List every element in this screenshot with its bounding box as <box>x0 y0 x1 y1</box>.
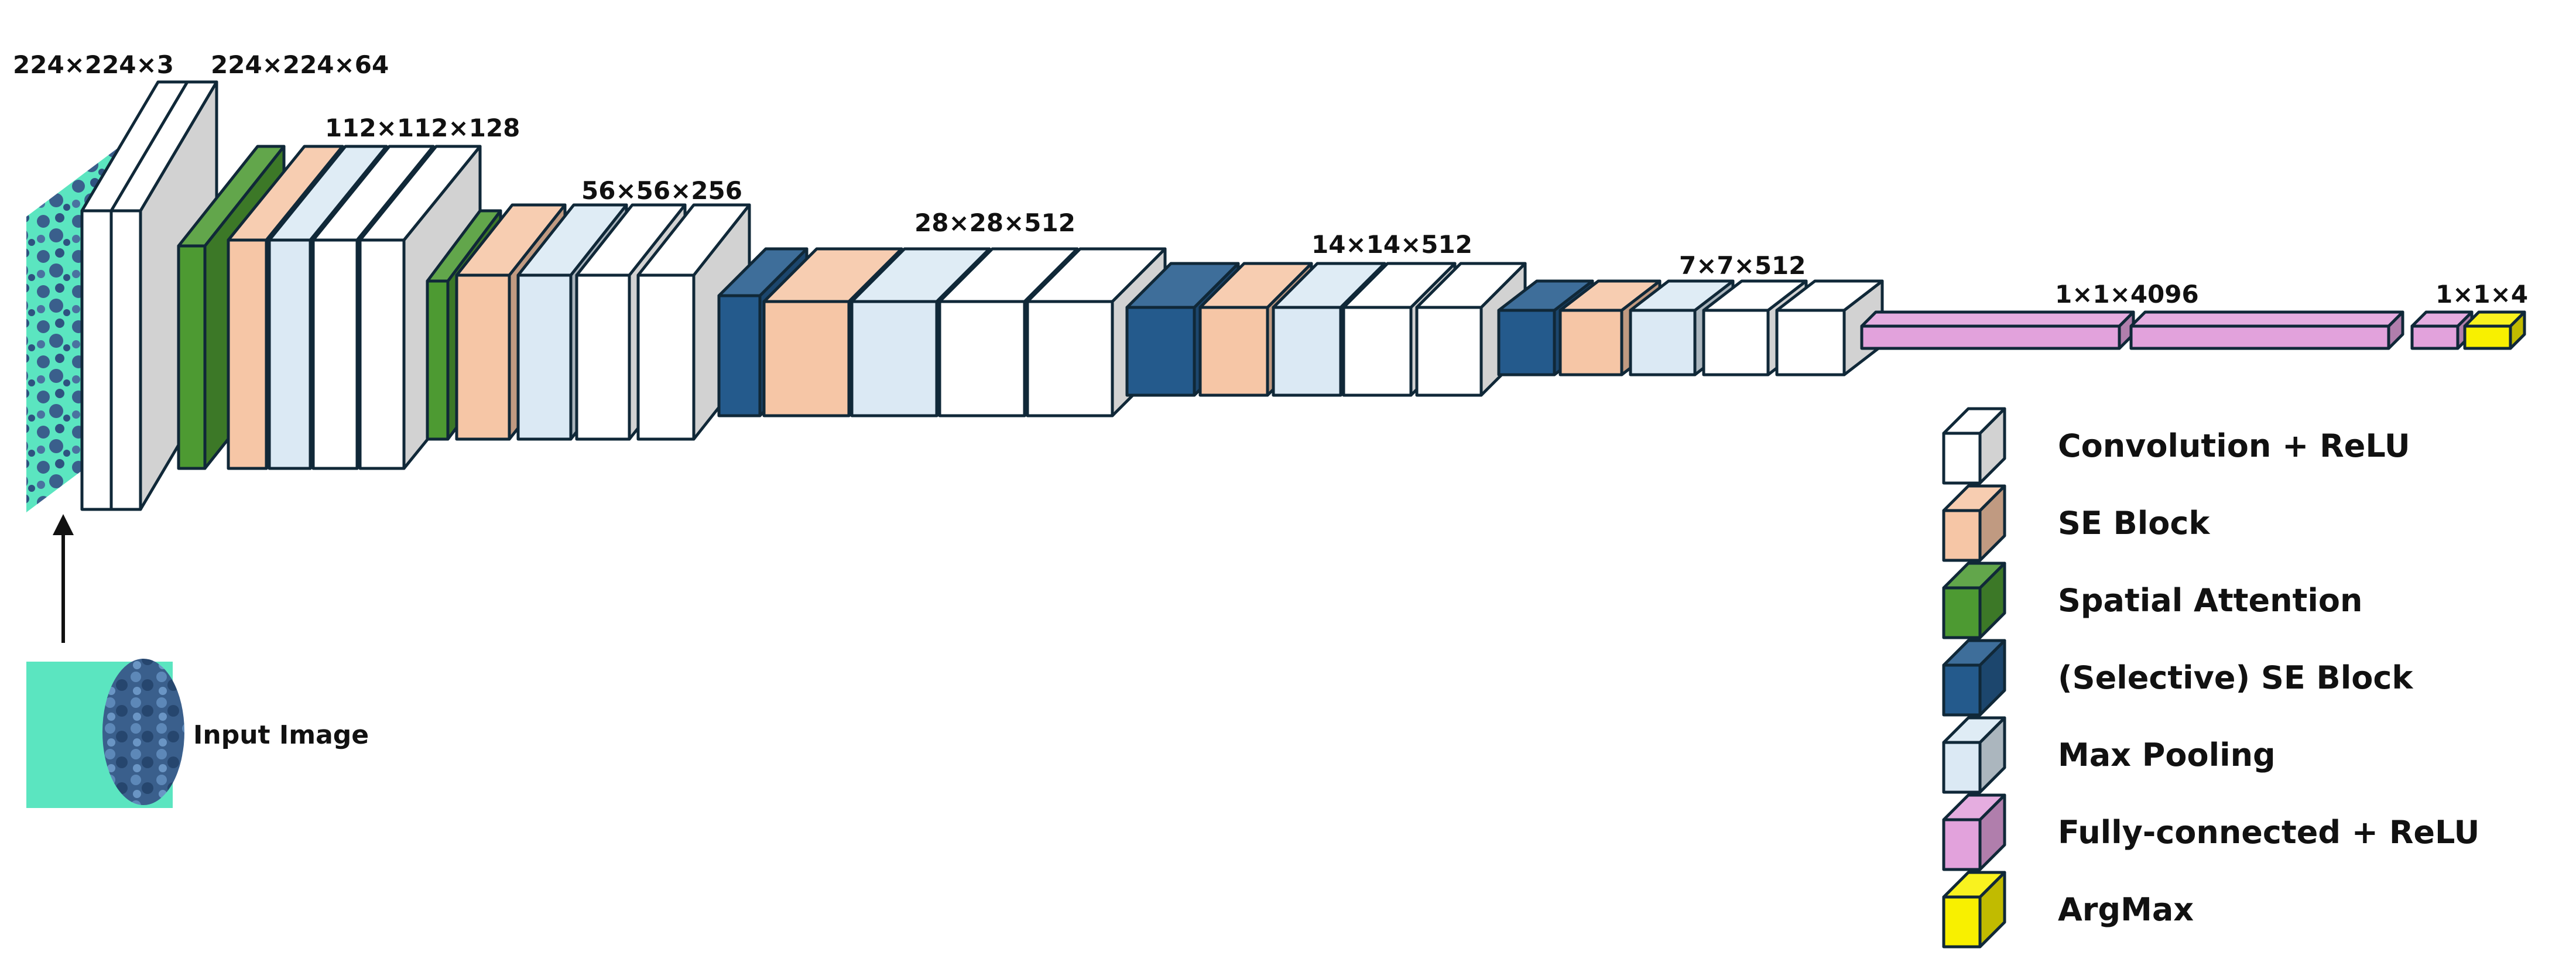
layer-block-13-selective-se-front <box>717 294 762 417</box>
layer-block-6-conv-front <box>311 238 359 470</box>
dim-label-stage3: 56×56×256 <box>581 176 742 205</box>
legend-icon-pool <box>1942 716 2006 794</box>
dim-label-stage2: 112×112×128 <box>325 114 520 142</box>
legend-icon-pool-front <box>1942 741 1982 794</box>
legend-icon-fc <box>1942 793 2006 871</box>
layer-block-2-conv-front <box>109 209 142 511</box>
dim-label-fc: 1×1×4096 <box>2055 280 2199 309</box>
layer-block-30-fc <box>2410 310 2474 350</box>
legend-icon-fc-front <box>1942 818 1982 871</box>
layer-block-9-se-front <box>455 273 511 441</box>
layer-block-28-fc-front <box>1860 324 2121 350</box>
layer-block-12-conv-front <box>636 273 696 441</box>
layer-block-29-fc-top <box>2129 310 2404 328</box>
layer-block-24-se-front <box>1558 309 1623 376</box>
dim-label-stage1: 224×224×64 <box>211 50 389 79</box>
legend-label-conv: Convolution + ReLU <box>2058 427 2410 464</box>
layer-block-28-fc-top <box>1860 310 2135 328</box>
layer-block-18-selective-se-front <box>1125 306 1196 397</box>
layer-block-4-se-front <box>227 238 268 470</box>
layer-block-21-conv-front <box>1342 306 1413 397</box>
legend-label-se: SE Block <box>2058 505 2210 542</box>
legend-icon-selective-se-front <box>1942 663 1982 717</box>
layer-block-7-conv-front <box>358 238 406 470</box>
layer-block-10-pool-front <box>516 273 573 441</box>
layer-block-17-conv-front <box>1026 300 1114 417</box>
legend-icon-selective-se <box>1942 639 2006 717</box>
dim-label-input: 224×224×3 <box>13 50 174 79</box>
dim-label-stage4: 28×28×512 <box>914 208 1075 237</box>
legend-icon-spatial-front <box>1942 586 1982 639</box>
layer-block-5-pool-front <box>268 238 312 470</box>
layer-block-3-spatial-front <box>177 244 207 470</box>
layer-block-15-pool-front <box>850 300 938 417</box>
legend-icon-argmax-front <box>1942 895 1982 949</box>
layer-block-20-pool-front <box>1272 306 1342 397</box>
layer-block-19-se-front <box>1198 306 1269 397</box>
layer-block-23-selective-se-front <box>1497 309 1556 376</box>
layer-block-31-argmax-front <box>2463 324 2512 350</box>
legend-label-fc: Fully-connected + ReLU <box>2058 814 2479 851</box>
input-image-label: Input Image <box>193 720 369 750</box>
legend-label-spatial: Spatial Attention <box>2058 582 2362 619</box>
dim-label-output: 1×1×4 <box>2435 280 2528 309</box>
layer-block-14-se-front <box>762 300 851 417</box>
layer-block-26-conv-front <box>1702 309 1770 376</box>
input-arrow-head <box>53 514 74 535</box>
layer-block-22-conv-front <box>1415 306 1483 397</box>
layer-block-27-conv-front <box>1775 309 1846 376</box>
layer-block-1-conv-front <box>80 209 113 511</box>
legend-icon-spatial <box>1942 562 2006 639</box>
layer-block-30-fc-front <box>2410 324 2459 350</box>
input-image-cell-cluster <box>102 659 184 805</box>
network-blocks <box>80 80 2526 511</box>
legend-label-argmax: ArgMax <box>2058 891 2194 928</box>
layer-block-25-pool-front <box>1629 309 1697 376</box>
layer-block-28-fc <box>1860 310 2135 350</box>
legend-icons <box>1942 407 2006 949</box>
layer-block-16-conv-front <box>938 300 1026 417</box>
legend-icon-se <box>1942 484 2006 562</box>
layer-block-31-argmax <box>2463 310 2526 350</box>
dim-label-stage5: 14×14×512 <box>1311 230 1472 259</box>
layer-block-29-fc <box>2129 310 2404 350</box>
legend-icon-se-front <box>1942 509 1982 562</box>
layer-block-29-fc-front <box>2129 324 2390 350</box>
legend-icon-argmax <box>1942 871 2006 949</box>
layer-block-11-conv-front <box>575 273 631 441</box>
legend-label-selective-se: (Selective) SE Block <box>2058 659 2413 696</box>
legend-label-pool: Max Pooling <box>2058 737 2276 773</box>
legend: Convolution + ReLU SE Block Spatial Atte… <box>1942 407 2479 949</box>
legend-icon-conv <box>1942 407 2006 485</box>
dim-label-stage6: 7×7×512 <box>1679 251 1806 280</box>
layer-block-8-spatial-front <box>426 279 450 441</box>
legend-icon-conv-front <box>1942 432 1982 485</box>
